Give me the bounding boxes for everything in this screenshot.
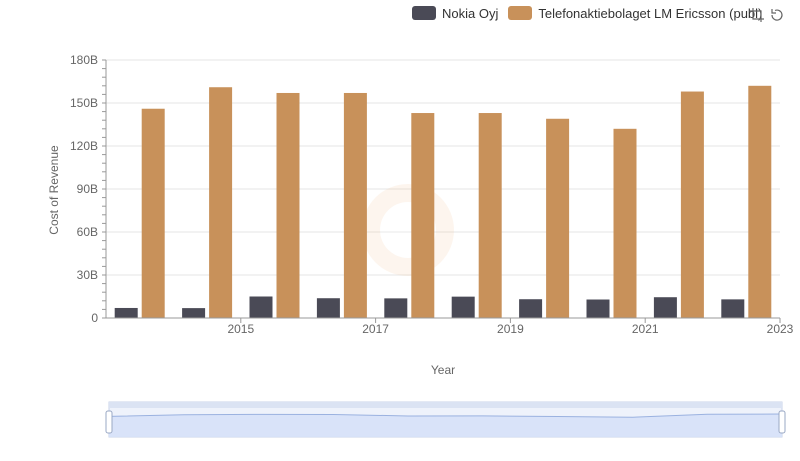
bar-ericsson-2019 <box>478 113 502 319</box>
zoom-overview-line <box>108 413 783 418</box>
bar-ericsson-2021 <box>613 128 637 318</box>
bar-ericsson-2015 <box>209 87 233 318</box>
x-tick-label: 2017 <box>362 322 389 336</box>
y-tick-label: 90B <box>77 182 98 196</box>
y-axis: 0 30B 60B 90B 120B 150B 180B <box>70 53 107 325</box>
x-axis-title: Year <box>431 363 455 377</box>
bar-nokia-2022 <box>653 297 677 318</box>
y-tick-label: 180B <box>70 53 98 67</box>
x-axis: 2015 2017 2019 2021 2023 <box>106 317 794 336</box>
bar-nokia-2020 <box>519 299 543 318</box>
legend-label-ericsson: Telefonaktiebolaget LM Ericsson (publ) <box>538 5 763 21</box>
x-tick-label: 2023 <box>767 322 794 336</box>
zoom-select-icon[interactable] <box>748 6 766 24</box>
y-tick-label: 120B <box>70 139 98 153</box>
bar-ericsson-2014 <box>141 108 165 318</box>
x-tick-label: 2019 <box>497 322 524 336</box>
y-tick-label: 60B <box>77 225 98 239</box>
zoom-overview-area <box>109 414 782 437</box>
legend-swatch-nokia <box>412 6 436 20</box>
y-tick-label: 0 <box>91 311 98 325</box>
bar-nokia-2015 <box>182 308 206 318</box>
zoom-handle-right[interactable] <box>778 410 786 434</box>
bar-nokia-2023 <box>721 299 745 318</box>
legend-item-nokia[interactable]: Nokia Oyj <box>412 6 498 21</box>
chart-toolbar <box>746 6 786 24</box>
legend-swatch-ericsson <box>508 6 533 20</box>
y-axis-title: Cost of Revenue <box>47 145 61 235</box>
y-tick-label: 30B <box>77 268 98 282</box>
legend-item-ericsson[interactable]: Telefonaktiebolaget LM Ericsson (publ) <box>508 6 762 21</box>
bar-nokia-2019 <box>451 296 475 318</box>
bar-ericsson-2023 <box>748 85 772 318</box>
zoom-reset-icon[interactable] <box>768 6 786 24</box>
zoom-top-bar <box>109 402 782 408</box>
bar-ericsson-2022 <box>680 91 704 319</box>
bar-ericsson-2018 <box>411 113 435 319</box>
watermark-logo <box>362 184 454 276</box>
bar-nokia-2018 <box>384 298 408 318</box>
legend: Nokia Oyj Telefonaktiebolaget LM Ericsso… <box>412 4 772 22</box>
legend-label-nokia: Nokia Oyj <box>442 5 499 21</box>
bar-nokia-2014 <box>114 307 138 318</box>
bar-ericsson-2017 <box>343 92 367 318</box>
bar-ericsson-2016 <box>276 92 300 318</box>
data-zoom-slider[interactable] <box>105 401 786 438</box>
x-tick-label: 2015 <box>227 322 254 336</box>
bar-nokia-2016 <box>249 296 273 318</box>
bar-nokia-2017 <box>316 298 340 318</box>
bars <box>114 85 772 319</box>
y-tick-label: 150B <box>70 96 98 110</box>
bar-ericsson-2020 <box>546 118 570 319</box>
x-tick-label: 2021 <box>632 322 659 336</box>
zoom-handle-left[interactable] <box>105 410 113 434</box>
bar-nokia-2021 <box>586 299 610 318</box>
